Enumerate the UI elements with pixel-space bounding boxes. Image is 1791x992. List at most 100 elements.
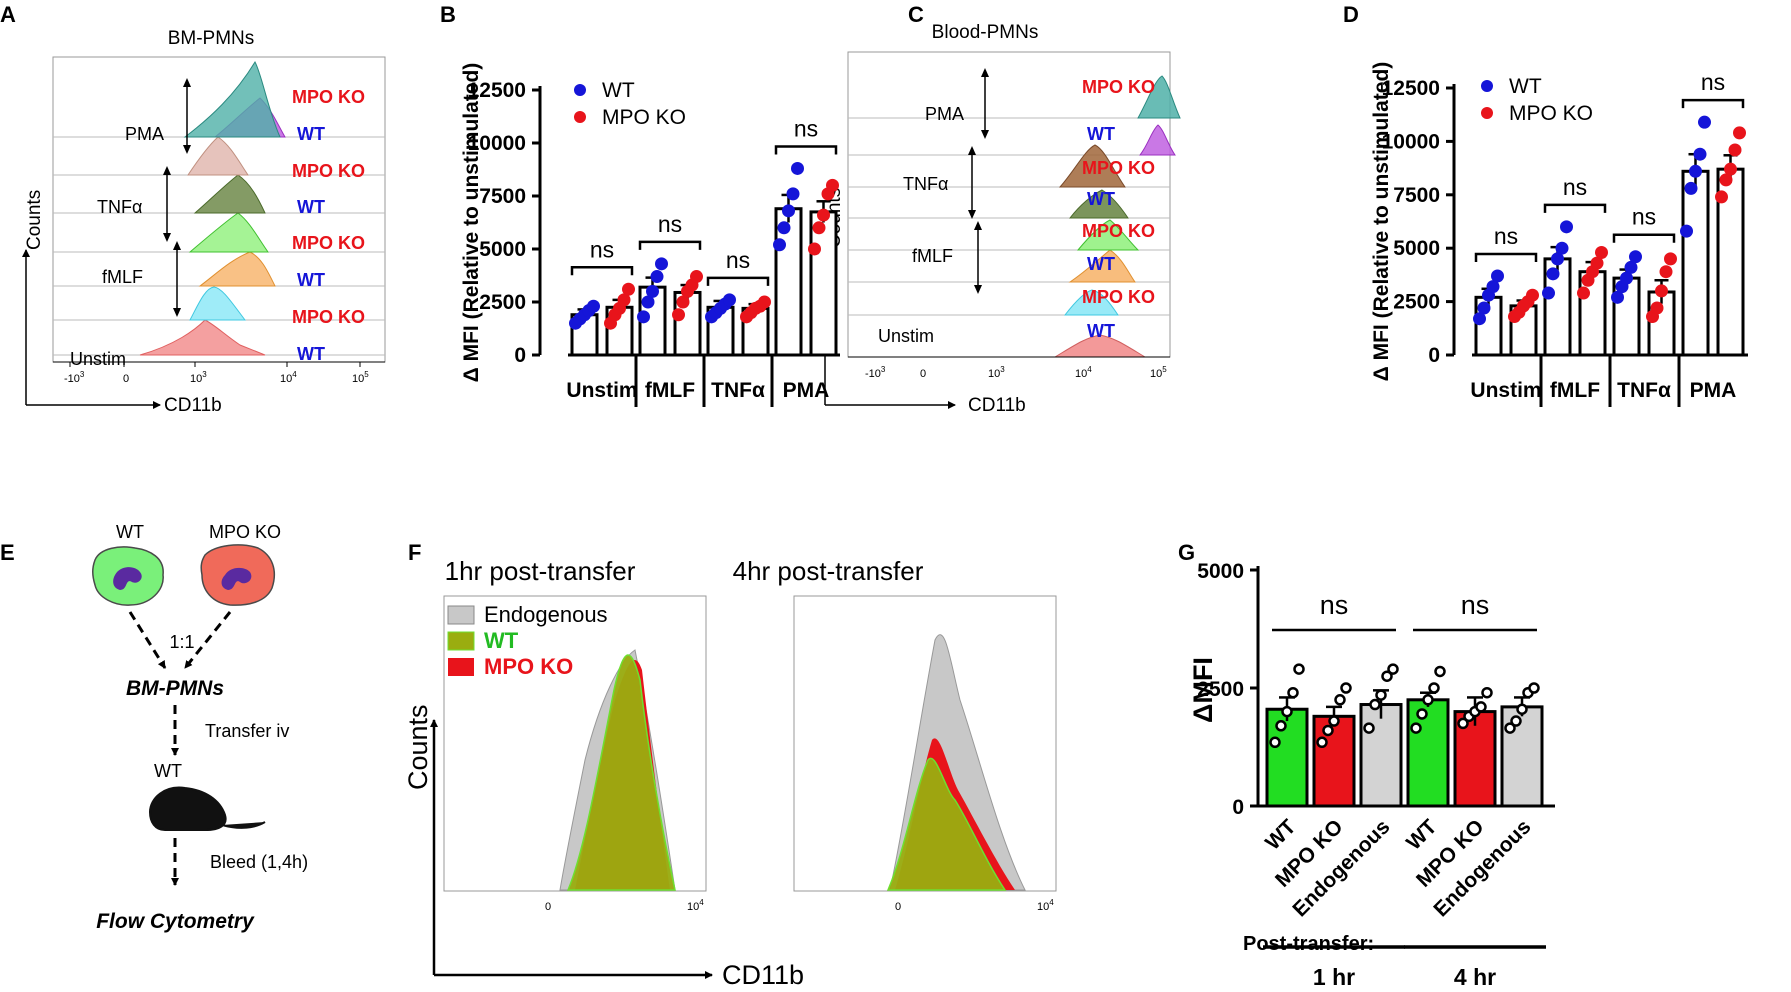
data-point-G [1293,663,1305,675]
group-label-title-G: Post-transfer: [1243,933,1374,955]
legend-label-B: MPO KO [602,106,686,129]
row-label-a-4: WT [297,197,325,217]
ko-nucleus-icon [221,567,252,590]
data-point-D [1551,252,1564,266]
hist-a-unstim-wt [139,319,266,356]
row-label-a-3: MPO KO [292,161,365,181]
y-axis-label-B: Δ MFI (Relative to unstimulated) [460,63,483,383]
data-point-G [1275,720,1287,732]
panel-f-ylabel: Counts [403,704,433,790]
data-point-B [773,238,786,252]
hist-c-unstim-wt [1053,334,1147,358]
stim-a-tnf: TNFα [97,197,142,217]
sig-label-B: ns [590,236,614,262]
mouse-icon [148,786,266,831]
stim-a-unstim: Unstim [70,349,126,369]
hist-a-unstim-ko [189,286,246,321]
panel-a-ylabel: Counts [24,190,45,250]
bar-G [1312,714,1356,808]
y-tick-label-D: 5000 [1393,237,1440,260]
legend-swatch-ko [448,658,474,676]
category-label-B: fMLF [645,379,695,402]
hist-f1-wt [566,654,676,891]
category-label-D: TNFα [1617,379,1671,402]
bar-G [1406,698,1450,808]
data-point-D [1684,181,1698,195]
sig-label-G: ns [1461,590,1490,620]
data-point-D [1629,250,1642,264]
category-label-D: PMA [1690,379,1737,402]
data-point-B [782,204,795,218]
data-point-G [1381,670,1393,682]
data-point-G [1334,694,1346,706]
data-point-D [1728,143,1742,157]
data-point-G [1328,715,1340,727]
tick-a-e5: 105 [352,370,369,385]
data-point-D [1542,286,1555,300]
tick-f4-0: 0 [895,901,901,913]
data-point-B [791,161,804,175]
tick-c-e3: 103 [988,365,1005,380]
category-label-D: Unstim [1470,379,1541,402]
y-tick-label-D: 12500 [1382,77,1440,100]
y-tick-label-D: 2500 [1393,291,1440,314]
data-point-D [1486,280,1500,294]
panel-letter-e: E [0,540,15,565]
hist-c-pma-wt [1138,124,1176,156]
y-axis-label-D: Δ MFI (Relative to unstimulated) [1370,62,1393,382]
tick-a-0: 0 [123,373,129,385]
data-point-B [646,284,659,298]
schematic-ratio: 1:1 [169,632,194,652]
legend-ko: MPO KO [484,654,573,679]
data-point-D [1546,267,1560,281]
data-point-G [1322,724,1334,737]
data-point-G [1504,722,1516,734]
data-point-D [1655,284,1668,298]
hist-a-fmlf-wt [198,251,276,287]
category-label-G: WT [1261,815,1300,854]
data-point-B [690,270,703,284]
data-point-D [1491,269,1504,283]
data-point-B [655,257,668,271]
data-point-D [1473,312,1486,326]
data-point-D [1555,241,1569,255]
data-point-B [758,295,771,309]
data-point-D [1715,190,1728,204]
legend-wt: WT [484,628,519,653]
data-point-G [1269,736,1281,749]
panel-f-title-1hr: 1hr post-transfer [445,556,636,586]
row-label-c-6: WT [1087,254,1115,274]
group-label-G: 4 hr [1454,964,1496,990]
data-point-D [1724,162,1737,176]
legend-swatch-wt [447,631,475,651]
tick-a-e3: 103 [190,370,207,385]
sig-label-B: ns [726,247,750,273]
stim-a-fmlf: fMLF [102,267,143,287]
legend-swatch-endogenous [447,605,475,625]
sig-label-G: ns [1320,590,1349,620]
tick-f4-e4: 104 [1037,898,1054,913]
y-axis-label-G: ΔMFI [1188,657,1218,723]
wt-nucleus-icon [113,567,142,590]
panel-letter-g: G [1178,540,1195,565]
y-tick-label-B: 5000 [479,238,526,261]
data-point-G [1316,736,1328,749]
data-point-G [1375,689,1387,701]
group-label-G: 1 hr [1313,964,1355,990]
data-point-D [1590,256,1604,270]
data-point-D [1560,220,1573,234]
sig-label-B: ns [658,211,682,237]
bar-G [1359,703,1403,808]
panel-a-xlabel: CD11b [164,395,222,416]
data-point-G [1457,717,1469,730]
data-point-D [1624,260,1638,274]
legend-label-D: WT [1509,75,1542,98]
tick-c-e4: 104 [1075,365,1092,380]
sig-bracket-D [1612,233,1676,243]
data-point-D [1526,288,1539,302]
schematic-recipient: WT [154,761,182,781]
data-point-B [641,295,655,309]
row-label-a-8: WT [297,344,325,364]
legend-dot-D [1481,107,1493,119]
panel-e-schematic: WT MPO KO 1:1 BM-PMNs Transfer iv WT Ble… [92,522,308,933]
